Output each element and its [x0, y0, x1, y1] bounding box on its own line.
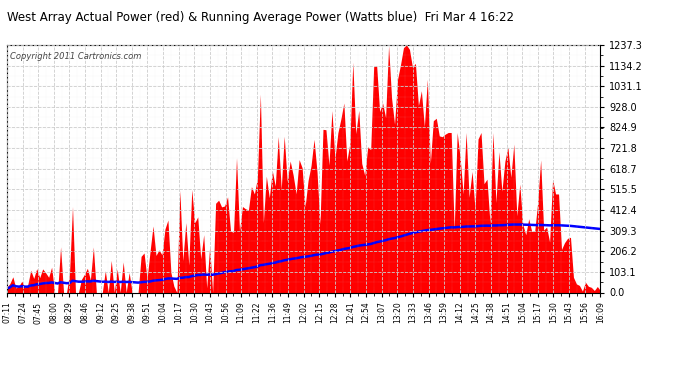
Text: West Array Actual Power (red) & Running Average Power (Watts blue)  Fri Mar 4 16: West Array Actual Power (red) & Running …	[7, 11, 514, 24]
Text: Copyright 2011 Cartronics.com: Copyright 2011 Cartronics.com	[10, 53, 141, 62]
